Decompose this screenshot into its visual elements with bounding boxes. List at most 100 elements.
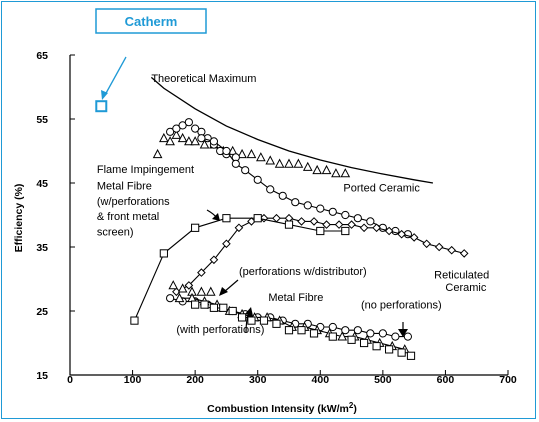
annotation-retic-2: Ceramic <box>445 282 486 294</box>
data-point-circle <box>184 118 193 127</box>
catherm-marker <box>95 100 108 113</box>
data-point-triangle <box>246 148 257 159</box>
data-point-square <box>200 300 209 309</box>
data-point-circle <box>341 326 350 335</box>
data-point-square <box>284 326 294 335</box>
data-point-square <box>237 313 247 322</box>
data-point-diamond <box>334 220 344 229</box>
data-point-triangle <box>184 136 194 146</box>
data-point-square <box>385 345 394 354</box>
data-point-triangle <box>165 136 175 146</box>
data-point-circle <box>222 146 231 156</box>
data-point-diamond <box>384 226 394 236</box>
data-point-square <box>309 329 319 338</box>
data-point-circle <box>353 326 362 335</box>
data-point-circle <box>291 198 300 207</box>
data-point-triangle <box>265 155 276 165</box>
annotation-mf: Metal Fibre <box>268 292 323 304</box>
plot-area <box>130 76 469 360</box>
data-point-circle <box>278 191 287 200</box>
data-point-triangle <box>168 280 179 290</box>
data-point-triangle <box>321 164 332 175</box>
data-point-square <box>372 342 381 351</box>
annotation-ported: Ported Ceramic <box>343 182 420 194</box>
data-point-diamond <box>409 233 419 242</box>
x-tick-label: 0 <box>67 374 73 386</box>
data-point-diamond <box>422 239 431 249</box>
data-point-square <box>159 249 168 258</box>
annotation-mf-screen-3: & front metal <box>97 211 159 223</box>
data-point-diamond <box>347 220 356 229</box>
data-point-circle <box>353 214 362 223</box>
noperf-arrow-head <box>398 329 408 337</box>
data-point-triangle <box>174 292 185 303</box>
data-point-circle <box>253 175 262 184</box>
y-tick-label: 55 <box>36 114 48 126</box>
data-point-diamond <box>322 220 331 229</box>
theoretical-maximum-curve <box>150 76 434 184</box>
catherm-arrow-line <box>104 56 127 96</box>
data-point-circle <box>191 124 200 133</box>
data-point-diamond <box>222 239 231 249</box>
data-point-triangle <box>171 129 182 139</box>
annotation-withperf: (with perforations) <box>176 324 264 336</box>
data-point-circle <box>172 124 181 133</box>
data-point-triangle <box>337 331 348 341</box>
data-point-circle <box>378 329 387 338</box>
data-point-square <box>272 319 281 328</box>
y-tick-label: 35 <box>36 242 48 254</box>
data-point-diamond <box>359 223 369 233</box>
data-point-circle <box>166 127 175 136</box>
catherm-arrow-head <box>101 90 108 100</box>
data-point-triangle <box>190 136 200 146</box>
data-point-circle <box>316 204 325 213</box>
data-point-circle <box>328 322 337 332</box>
data-point-circle <box>341 210 350 220</box>
data-point-triangle <box>302 161 313 171</box>
series-line-4 <box>133 217 346 321</box>
data-point-square <box>259 316 269 325</box>
annotation-noperf: (no perforations) <box>361 299 442 311</box>
data-point-square <box>341 226 350 236</box>
data-point-circle <box>231 159 240 168</box>
data-point-circle <box>366 329 375 338</box>
data-point-triangle <box>159 132 169 143</box>
data-point-square <box>316 226 325 236</box>
data-point-circle <box>328 207 337 216</box>
data-point-triangle <box>312 164 322 175</box>
data-point-triangle <box>199 139 210 149</box>
data-point-square <box>247 316 256 325</box>
annotation-mf-screen-4: screen) <box>97 226 134 238</box>
data-point-diamond <box>184 281 194 290</box>
data-point-square <box>209 303 219 312</box>
y-tick-label: 25 <box>36 306 48 318</box>
y-tick-label: 15 <box>36 370 48 382</box>
data-point-diamond <box>272 213 281 223</box>
data-point-square <box>284 220 294 229</box>
data-point-circle <box>403 332 412 341</box>
x-tick-label: 600 <box>437 374 455 386</box>
x-tick-label: 700 <box>499 374 517 386</box>
y-tick-label: 45 <box>36 178 48 190</box>
data-point-diamond <box>447 245 456 255</box>
data-point-diamond <box>197 268 206 277</box>
data-point-circle <box>391 332 400 341</box>
data-point-square <box>228 306 237 316</box>
distributor-arrow-head <box>219 287 228 296</box>
data-point-square <box>297 326 306 335</box>
data-point-diamond <box>172 287 181 297</box>
data-point-diamond <box>372 223 381 233</box>
data-point-triangle <box>177 132 188 143</box>
data-point-circle <box>241 166 250 175</box>
data-point-diamond <box>459 249 469 258</box>
data-point-triangle <box>152 148 163 159</box>
data-point-square <box>328 332 337 341</box>
data-point-diamond <box>209 255 219 265</box>
x-tick-label: 400 <box>312 374 330 386</box>
y-tick-label: 65 <box>36 50 48 62</box>
annotation-mf-screen-2: (w/perforations <box>97 196 170 208</box>
data-point-square <box>219 303 228 312</box>
data-point-circle <box>303 201 312 210</box>
data-point-square <box>130 316 139 325</box>
data-point-circle <box>209 137 219 146</box>
